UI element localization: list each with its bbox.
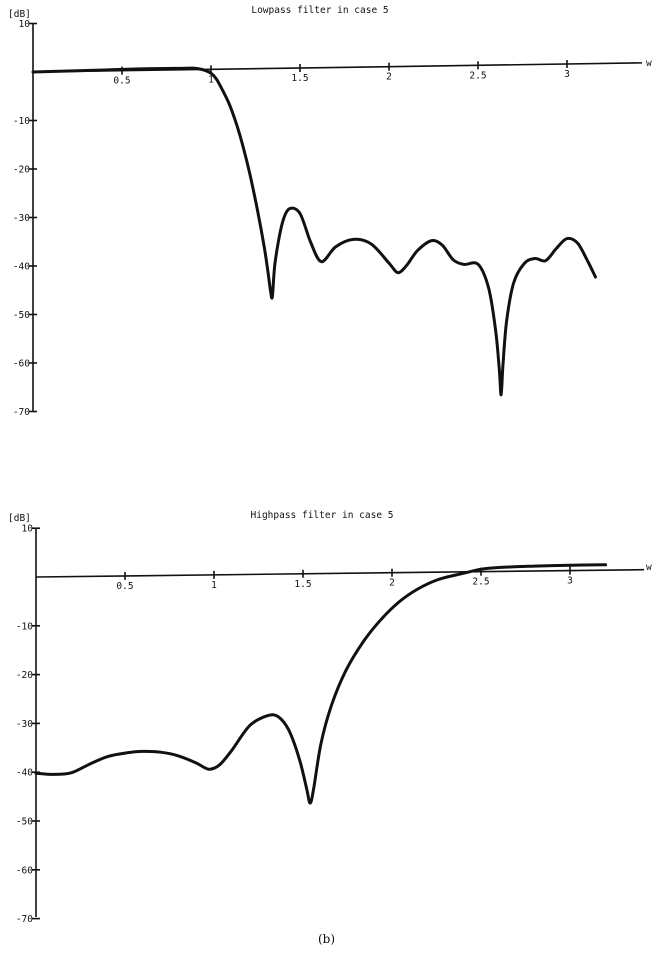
x-axis-line [35, 568, 645, 578]
y-tick-label: -20 [13, 165, 30, 176]
y-tick-label: -50 [16, 817, 33, 828]
y-ticks: 10 -10 -20 -30 -40 -50 -60 -70 [13, 19, 37, 418]
x-ticks: 0.5 1 1.5 2 2.5 3 [113, 59, 570, 87]
y-tick-label: -30 [16, 719, 33, 730]
y-tick-label: -70 [16, 914, 33, 925]
y-tick-label: -40 [16, 768, 33, 779]
y-tick-label: -60 [13, 359, 30, 370]
y-axis-unit-label: [dB] [8, 9, 31, 20]
x-tick-label: 1 [211, 580, 217, 591]
lowpass-response-curve [31, 66, 597, 397]
y-tick-label: -60 [16, 865, 33, 876]
x-tick-label: 0.5 [116, 581, 133, 592]
y-tick-label: -50 [13, 310, 30, 321]
y-axis-unit-label: [dB] [8, 513, 31, 524]
x-tick-label: 2.5 [469, 70, 486, 81]
x-tick-label: 2.5 [472, 577, 489, 588]
y-tick-label: 10 [22, 524, 34, 535]
y-tick-label: -20 [16, 670, 33, 681]
highpass-response-curve [34, 563, 608, 805]
x-tick-label: 3 [564, 69, 570, 80]
x-tick-label: 3 [567, 576, 573, 587]
chart-title: Highpass filter in case 5 [251, 510, 394, 521]
y-tick-label: -40 [13, 262, 30, 273]
x-tick-label: 2 [386, 72, 392, 83]
highpass-chart: Highpass filter in case 5 [dB] w 10 -10 -2… [8, 510, 652, 925]
x-tick-label: 1 [208, 74, 214, 85]
lowpass-chart: Lowpass filter in case 5 [dB] w 10 -10 -20… [8, 5, 652, 418]
x-axis-label: w [646, 562, 652, 573]
y-tick-label: 10 [19, 19, 31, 30]
y-tick-label: -70 [13, 407, 30, 418]
x-tick-label: 2 [389, 578, 395, 589]
x-tick-label: 0.5 [113, 76, 130, 87]
x-axis-label: w [646, 58, 652, 69]
figure-caption: (b) [317, 932, 336, 946]
x-tick-label: 1.5 [291, 73, 308, 84]
y-tick-label: -30 [13, 213, 30, 224]
y-tick-label: -10 [13, 116, 30, 127]
y-ticks: 10 -10 -20 -30 -40 -50 -60 -70 [16, 524, 40, 925]
y-tick-label: -10 [16, 621, 33, 632]
x-ticks: 0.5 1 1.5 2 2.5 3 [116, 566, 573, 592]
chart-title: Lowpass filter in case 5 [251, 5, 388, 16]
x-tick-label: 1.5 [294, 579, 311, 590]
